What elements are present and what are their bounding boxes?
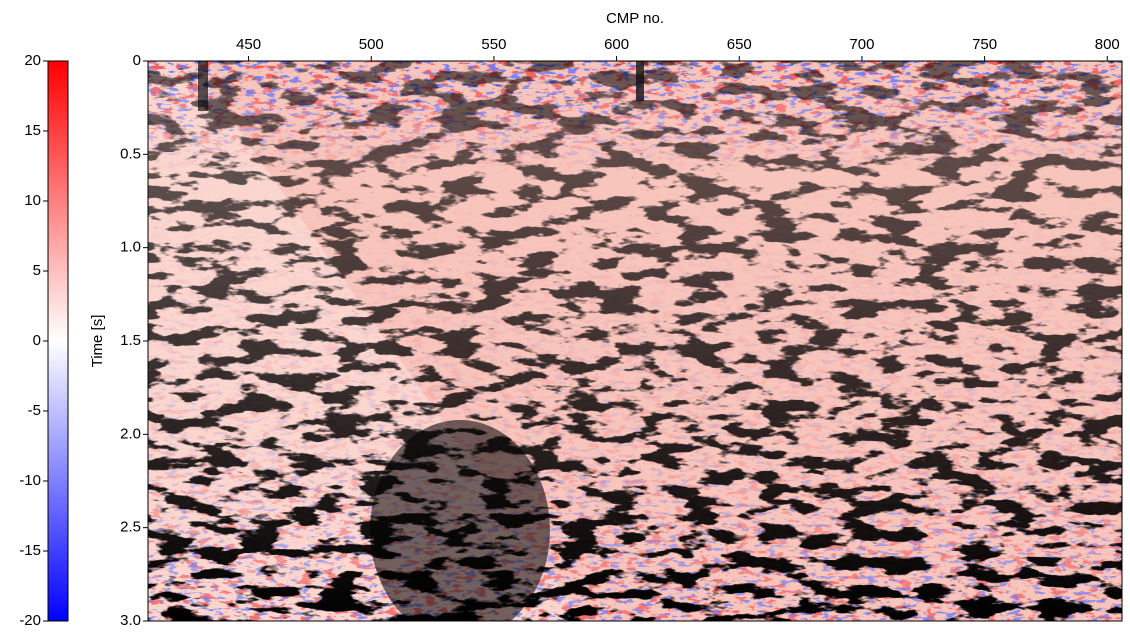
- y-tick-label: 0.5: [120, 145, 141, 162]
- x-tick-label: 500: [359, 36, 384, 53]
- y-tick-label: 3.0: [120, 612, 141, 629]
- x-tick-label: 550: [481, 36, 506, 53]
- y-tick-label: 0: [133, 52, 141, 69]
- x-axis-label: CMP no.: [606, 10, 664, 27]
- colorbar-tick-label: -15: [19, 542, 41, 559]
- x-tick-label: 800: [1095, 36, 1120, 53]
- x-tick-label: 750: [972, 36, 997, 53]
- y-tick-label: 2.5: [120, 519, 141, 536]
- y-axis-label: Time [s]: [89, 315, 106, 368]
- y-tick-label: 1.0: [120, 239, 141, 256]
- colorbar-tick-label: -20: [19, 612, 41, 629]
- colorbar-tick-label: 10: [24, 192, 41, 209]
- x-tick-label: 700: [849, 36, 874, 53]
- colorbar-tick-label: -10: [19, 472, 41, 489]
- seismic-image: [148, 61, 1122, 621]
- colorbar-tick-label: 15: [24, 122, 41, 139]
- colorbar-tick-label: 5: [33, 262, 41, 279]
- y-tick-label: 1.5: [120, 332, 141, 349]
- colorbar: [47, 60, 69, 622]
- colorbar-tick-label: -5: [28, 402, 41, 419]
- x-tick-label: 450: [236, 36, 261, 53]
- colorbar-tick-label: 0: [33, 332, 41, 349]
- colorbar-tick-label: 20: [24, 52, 41, 69]
- y-tick-label: 2.0: [120, 425, 141, 442]
- x-tick-label: 650: [727, 36, 752, 53]
- x-tick-label: 600: [604, 36, 629, 53]
